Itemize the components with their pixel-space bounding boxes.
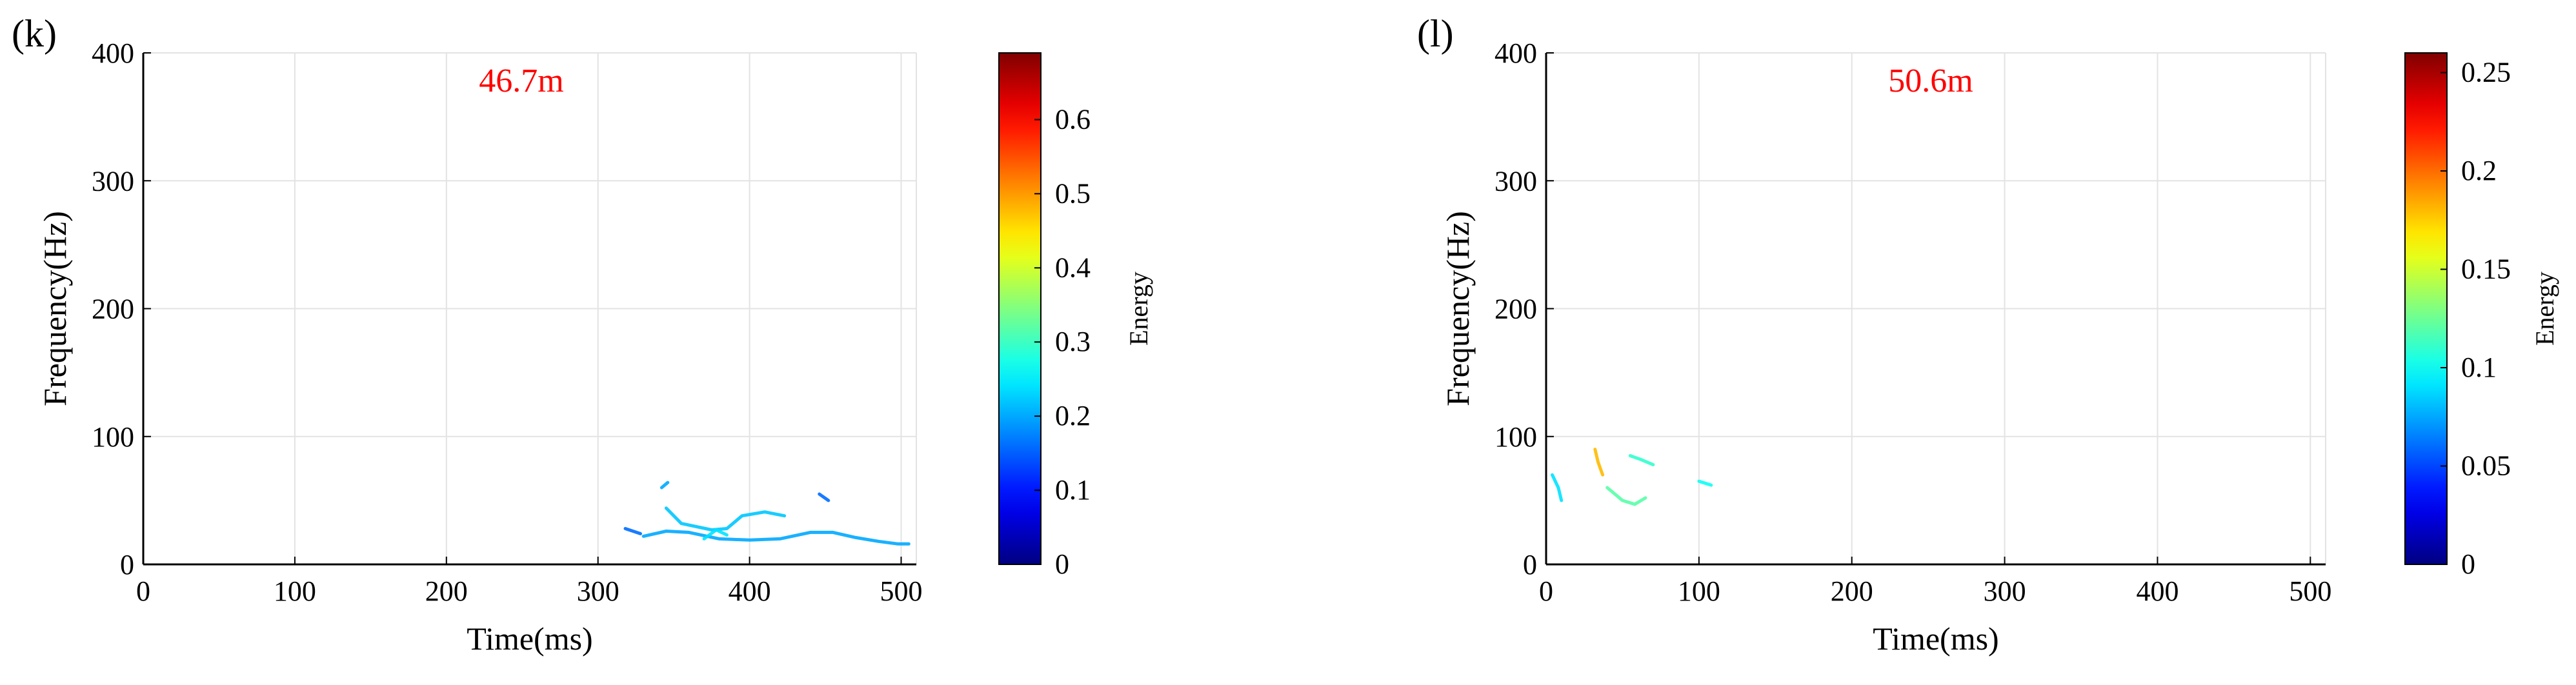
- panel-label: (l): [1417, 12, 1454, 55]
- x-axis-label: Time(ms): [1873, 620, 1998, 657]
- colorbar-tick-label: 0.1: [2461, 352, 2497, 383]
- x-tick-label: 500: [880, 575, 923, 607]
- energy-trace-2: [664, 506, 787, 531]
- colorbar-tick-label: 0.3: [1055, 326, 1091, 357]
- x-tick-label: 300: [1984, 575, 2026, 607]
- colorbar-tick-label: 0.1: [1055, 474, 1091, 506]
- colorbar: [2404, 52, 2448, 565]
- colorbar-tick-label: 0.25: [2461, 57, 2511, 88]
- depth-annotation: 50.6m: [1888, 63, 1973, 99]
- energy-trace-0: [1605, 486, 1647, 506]
- y-tick-label: 400: [1494, 37, 1537, 69]
- energy-trace-4: [1697, 479, 1713, 487]
- energy-trace-5: [818, 492, 830, 502]
- y-tick-label: 300: [1494, 165, 1537, 197]
- energy-trace-0: [641, 530, 911, 546]
- colorbar-tick-label: 0.15: [2461, 253, 2511, 285]
- energy-trace-2: [1628, 454, 1655, 466]
- x-axis-label: Time(ms): [467, 620, 592, 657]
- panel-1: 0 100 200 300 400 500 0 100 200 300 400 Time(ms) Fre…: [1417, 12, 2559, 657]
- y-tick-label: 100: [92, 421, 134, 453]
- colorbar-tick-label: 0.2: [1055, 400, 1091, 432]
- colorbar-tick-label: 0.2: [2461, 155, 2497, 186]
- y-tick-label: 100: [1494, 421, 1537, 453]
- y-axis-label: Frequency(Hz): [1440, 211, 1476, 406]
- y-tick-label: 200: [92, 293, 134, 325]
- x-tick-label: 100: [1678, 575, 1720, 607]
- x-tick-label: 200: [1831, 575, 1873, 607]
- x-tick-label: 300: [577, 575, 619, 607]
- colorbar-tick-label: 0: [1055, 548, 1069, 580]
- colorbar-tick-label: 0.4: [1055, 252, 1091, 283]
- y-tick-label: 0: [1523, 549, 1537, 581]
- energy-trace-3: [1551, 473, 1564, 502]
- x-tick-label: 200: [425, 575, 468, 607]
- panel-0: 0 100 200 300 400 500 0 100 200 300 400 Time(ms) Fre…: [12, 12, 1153, 657]
- x-tick-label: 0: [1539, 575, 1553, 607]
- colorbar-tick-label: 0: [2461, 548, 2475, 580]
- energy-trace-3: [659, 481, 670, 490]
- energy-trace-4: [702, 528, 729, 541]
- y-axis-label: Frequency(Hz): [37, 211, 73, 406]
- x-tick-label: 100: [274, 575, 316, 607]
- depth-annotation: 46.7m: [479, 63, 563, 99]
- colorbar-tick-label: 0.5: [1055, 177, 1091, 209]
- colorbar-tick-label: 0.05: [2461, 450, 2511, 482]
- y-tick-label: 400: [92, 37, 134, 69]
- colorbar-tick-label: 0.6: [1055, 103, 1091, 135]
- x-tick-label: 400: [2136, 575, 2179, 607]
- y-tick-label: 300: [92, 165, 134, 197]
- colorbar: [998, 52, 1041, 565]
- x-tick-label: 0: [136, 575, 150, 607]
- x-tick-label: 500: [2289, 575, 2331, 607]
- colorbar-label: Energy: [2530, 272, 2559, 346]
- energy-trace-1: [1593, 448, 1605, 477]
- x-tick-label: 400: [729, 575, 771, 607]
- y-tick-label: 0: [120, 549, 134, 581]
- energy-trace-1: [623, 527, 642, 535]
- y-tick-label: 200: [1494, 293, 1537, 325]
- colorbar-label: Energy: [1124, 272, 1153, 346]
- panel-label: (k): [12, 12, 57, 55]
